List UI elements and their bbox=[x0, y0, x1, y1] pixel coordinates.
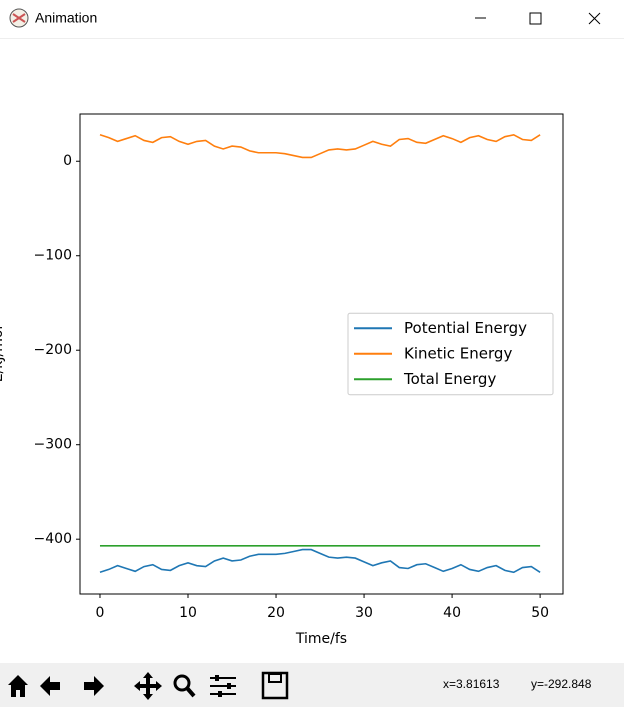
home-button[interactable] bbox=[8, 675, 28, 697]
x-tick-label: 10 bbox=[179, 605, 197, 621]
slider bbox=[215, 675, 219, 681]
x-axis-label: Time/fs bbox=[295, 631, 347, 647]
x-tick-label: 40 bbox=[443, 605, 461, 621]
save-icon-part bbox=[268, 673, 282, 683]
window-title: Animation bbox=[35, 10, 97, 26]
close-button[interactable] bbox=[588, 12, 601, 25]
y-tick-label: −400 bbox=[34, 531, 72, 547]
x-tick-label: 20 bbox=[267, 605, 285, 621]
app-icon-mark bbox=[12, 13, 26, 23]
y-axis-label: E/kJ/mol bbox=[0, 326, 6, 383]
maximize-button[interactable] bbox=[529, 12, 542, 25]
slider bbox=[218, 691, 222, 697]
slider bbox=[227, 683, 231, 689]
subplots-button[interactable] bbox=[210, 677, 236, 695]
y-tick-label: −200 bbox=[34, 342, 72, 358]
line-series bbox=[99, 548, 541, 574]
legend-label: Total Energy bbox=[403, 370, 496, 388]
legend-label: Potential Energy bbox=[404, 319, 527, 337]
forward-button[interactable] bbox=[84, 676, 104, 696]
toolbar-buttons bbox=[8, 671, 289, 700]
y-tick-label: −100 bbox=[34, 248, 72, 264]
legend-label: Kinetic Energy bbox=[404, 344, 512, 362]
x-tick-label: 30 bbox=[355, 605, 373, 621]
legend-box bbox=[347, 312, 554, 396]
back-button[interactable] bbox=[40, 676, 60, 696]
y-tick-label: 0 bbox=[63, 153, 72, 169]
x-tick-label: 0 bbox=[96, 605, 105, 621]
x-tick-label: 50 bbox=[531, 605, 549, 621]
pan-button[interactable] bbox=[134, 672, 162, 700]
y-tick-label: −300 bbox=[34, 437, 72, 453]
status-x: x=3.81613 bbox=[443, 677, 500, 691]
toolbar bbox=[0, 663, 624, 707]
zoom-handle bbox=[185, 686, 196, 698]
plot-frame bbox=[79, 113, 564, 595]
zoom-button[interactable] bbox=[173, 674, 191, 692]
status-y: y=-292.848 bbox=[531, 677, 592, 691]
line-series bbox=[99, 133, 541, 159]
